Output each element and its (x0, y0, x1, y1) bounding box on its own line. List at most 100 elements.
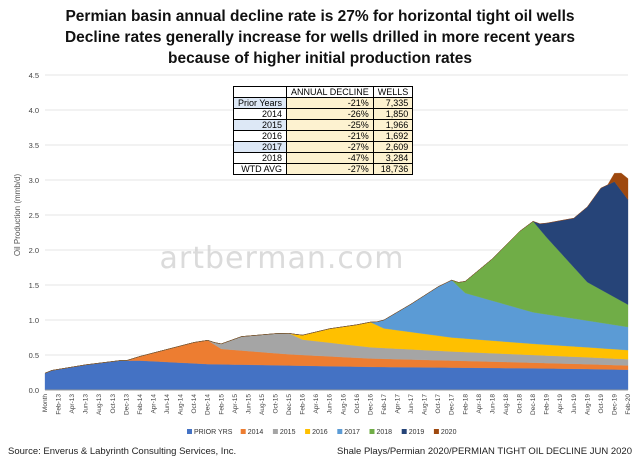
table-row: 2015 -25% 1,966 (232, 119, 414, 131)
x-tick-label: Apr-15 (232, 394, 239, 414)
x-tick-label: Jun-16 (327, 394, 334, 414)
y-tick-label: 2.0 (29, 246, 39, 255)
x-tick-label: Jun-14 (164, 394, 171, 414)
row-decline: -26% (286, 108, 374, 120)
y-tick-label: 1.5 (29, 281, 39, 290)
y-tick-label: 4.0 (29, 106, 39, 115)
x-tick-label: Oct-14 (191, 394, 198, 414)
row-label: 2015 (232, 119, 288, 131)
legend: PRIOR YRS 2014 2015 2016 2017 2018 2019 2020 (187, 429, 457, 436)
table-row: 2014 -26% 1,850 (232, 108, 414, 120)
row-wells: 2,609 (372, 141, 414, 153)
table-row-weighted-average: WTD AVG -27% 18,736 (232, 163, 414, 175)
x-tick-label: Dec-16 (367, 394, 374, 415)
row-decline: -27% (286, 141, 374, 153)
x-tick-label: Aug-19 (584, 394, 591, 415)
chart-title: Permian basin annual decline rate is 27%… (0, 6, 640, 69)
x-tick-label: Aug-18 (503, 394, 510, 415)
legend-swatch (305, 429, 311, 434)
x-tick-label: Apr-16 (313, 394, 320, 414)
row-wells: 1,692 (372, 130, 414, 142)
legend-label: 2015 (280, 429, 296, 436)
legend-label: 2020 (441, 429, 457, 436)
x-tick-label: Dec-17 (449, 394, 456, 415)
source-note: Source: Enverus & Labyrinth Consulting S… (8, 446, 237, 457)
row-wells: 7,335 (372, 97, 414, 109)
x-tick-label: Oct-18 (517, 394, 524, 414)
x-tick-label: Feb-20 (625, 394, 632, 415)
watermark: artberman.com (159, 241, 404, 276)
table-header-decline: ANNUAL DECLINE (286, 86, 374, 98)
legend-swatch (433, 429, 439, 434)
x-tick-label: Month (42, 394, 49, 412)
y-tick-label: 0.5 (29, 351, 39, 360)
row-wells: 1,966 (372, 119, 414, 131)
x-tick-label: Dec-14 (205, 394, 212, 415)
x-tick-label: Feb-16 (300, 394, 307, 415)
title-line-1: Permian basin annual decline rate is 27%… (65, 8, 575, 25)
x-tick-label: Dec-13 (123, 394, 130, 415)
x-tick-label: Jun-15 (245, 394, 252, 414)
row-label: 2014 (232, 108, 288, 120)
x-tick-label: Dec-19 (611, 394, 618, 415)
x-tick-label: Aug-14 (178, 394, 185, 415)
x-tick-label: Jun-18 (489, 394, 496, 414)
x-tick-label: Apr-14 (150, 394, 157, 414)
x-tick-label: Feb-13 (56, 394, 63, 415)
y-tick-label: 1.0 (29, 316, 39, 325)
y-tick-label: 0.0 (29, 386, 39, 395)
x-tick-label: Apr-19 (557, 394, 564, 414)
x-tick-label: Oct-17 (435, 394, 442, 414)
table-header-wells: WELLS (372, 86, 414, 98)
x-tick-label: Jun-19 (571, 394, 578, 414)
x-tick-label: Oct-13 (110, 394, 117, 414)
table-row: 2018 -47% 3,284 (232, 152, 414, 164)
legend-swatch (272, 429, 278, 434)
x-tick-label: Apr-13 (69, 394, 76, 414)
row-decline: -47% (286, 152, 374, 164)
legend-swatch (187, 429, 192, 434)
x-tick-label: Feb-15 (218, 394, 225, 415)
legend-swatch (369, 429, 375, 434)
x-tick-label: Oct-16 (354, 394, 361, 414)
legend-label: 2018 (377, 429, 393, 436)
x-tick-label: Aug-16 (340, 394, 347, 415)
x-tick-label: Apr-17 (395, 394, 402, 414)
legend-label: 2014 (248, 429, 264, 436)
row-label: Prior Years (232, 97, 288, 109)
x-tick-label: Jun-13 (83, 394, 90, 414)
x-tick-label: Feb-18 (462, 394, 469, 415)
x-tick-label: Aug-13 (96, 394, 103, 415)
decline-table: ANNUAL DECLINE WELLS Prior Years -21% 7,… (232, 86, 414, 175)
x-tick-label: Oct-15 (272, 394, 279, 414)
y-axis-label: Oil Production (mmb/d) (13, 174, 22, 257)
legend-label: 2017 (344, 429, 360, 436)
x-tick-label: Dec-15 (286, 394, 293, 415)
x-tick-label: Aug-17 (422, 394, 429, 415)
row-label: WTD AVG (232, 163, 288, 175)
legend-swatch (401, 429, 407, 434)
x-tick-label: Feb-14 (137, 394, 144, 415)
x-tick-label: Feb-17 (381, 394, 388, 415)
y-tick-label: 4.5 (29, 71, 39, 80)
row-wells: 1,850 (372, 108, 414, 120)
title-line-2: Decline rates generally increase for wel… (64, 29, 576, 46)
legend-label: 2016 (312, 429, 328, 436)
x-tick-label: Oct-19 (598, 394, 605, 414)
y-tick-label: 2.5 (29, 211, 39, 220)
row-label: 2016 (232, 130, 288, 142)
area-series-2020 (44, 172, 629, 374)
x-tick-label: Dec-18 (530, 394, 537, 415)
table-row: 2017 -27% 2,609 (232, 141, 414, 153)
row-decline: -21% (286, 97, 374, 109)
table-row: 2016 -21% 1,692 (232, 130, 414, 142)
y-axis: 0.0 0.5 1.0 1.5 2.0 2.5 3.0 3.5 4.0 4.5 (29, 71, 39, 395)
table-header-blank (232, 86, 288, 98)
row-wells: 18,736 (372, 163, 414, 175)
legend-swatch (337, 429, 343, 434)
row-label: 2018 (232, 152, 288, 164)
legend-label: PRIOR YRS (194, 429, 233, 436)
legend-label: 2019 (409, 429, 425, 436)
row-decline: -21% (286, 130, 374, 142)
